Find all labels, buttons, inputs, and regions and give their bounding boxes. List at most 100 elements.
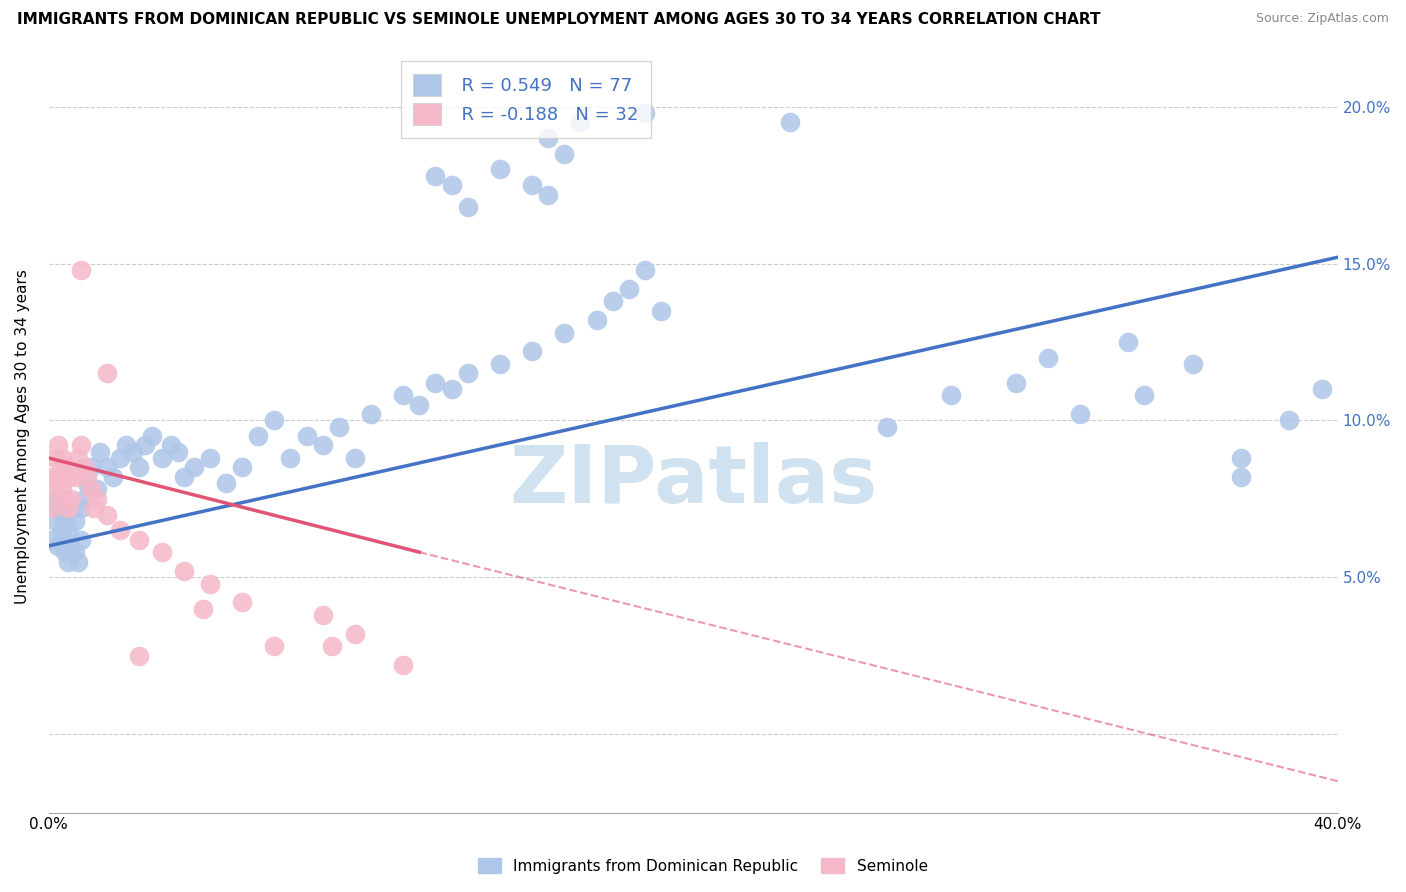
Point	[86, 483, 108, 497]
Point	[489, 357, 512, 371]
Point	[634, 106, 657, 120]
Point	[585, 313, 607, 327]
Point	[63, 514, 86, 528]
Legend:   R = 0.549   N = 77,   R = -0.188   N = 32: R = 0.549 N = 77, R = -0.188 N = 32	[401, 61, 651, 137]
Point	[1310, 382, 1333, 396]
Point	[150, 450, 173, 465]
Text: IMMIGRANTS FROM DOMINICAN REPUBLIC VS SEMINOLE UNEMPLOYMENT AMONG AGES 30 TO 34 : IMMIGRANTS FROM DOMINICAN REPUBLIC VS SE…	[17, 12, 1101, 27]
Point	[328, 419, 350, 434]
Point	[1116, 334, 1139, 349]
Point	[537, 187, 560, 202]
Point	[83, 501, 105, 516]
Point	[1181, 357, 1204, 371]
Point	[520, 344, 543, 359]
Point	[60, 491, 83, 506]
Point	[1036, 351, 1059, 365]
Point	[408, 398, 430, 412]
Point	[121, 444, 143, 458]
Point	[96, 508, 118, 522]
Point	[134, 438, 156, 452]
Point	[73, 460, 96, 475]
Point	[198, 576, 221, 591]
Point	[1230, 450, 1253, 465]
Point	[79, 460, 101, 475]
Point	[617, 282, 640, 296]
Point	[103, 470, 125, 484]
Point	[166, 444, 188, 458]
Point	[56, 470, 79, 484]
Point	[44, 491, 66, 506]
Point	[193, 601, 215, 615]
Point	[56, 523, 79, 537]
Point	[128, 460, 150, 475]
Point	[1230, 470, 1253, 484]
Point	[876, 419, 898, 434]
Point	[553, 326, 575, 340]
Point	[553, 146, 575, 161]
Point	[160, 438, 183, 452]
Point	[70, 438, 93, 452]
Point	[66, 555, 89, 569]
Point	[1069, 407, 1091, 421]
Point	[51, 483, 73, 497]
Point	[108, 450, 131, 465]
Point	[70, 501, 93, 516]
Point	[76, 470, 98, 484]
Text: Source: ZipAtlas.com: Source: ZipAtlas.com	[1256, 12, 1389, 25]
Point	[128, 533, 150, 547]
Point	[41, 533, 63, 547]
Point	[247, 429, 270, 443]
Point	[321, 640, 343, 654]
Point	[263, 413, 285, 427]
Point	[60, 539, 83, 553]
Point	[53, 460, 76, 475]
Point	[295, 429, 318, 443]
Point	[569, 115, 592, 129]
Point	[73, 491, 96, 506]
Point	[650, 303, 672, 318]
Point	[89, 444, 111, 458]
Point	[86, 491, 108, 506]
Point	[392, 388, 415, 402]
Point	[44, 450, 66, 465]
Point	[489, 162, 512, 177]
Point	[173, 470, 195, 484]
Point	[602, 294, 624, 309]
Point	[108, 523, 131, 537]
Point	[360, 407, 382, 421]
Point	[70, 262, 93, 277]
Point	[76, 476, 98, 491]
Point	[150, 545, 173, 559]
Point	[425, 169, 447, 183]
Point	[51, 508, 73, 522]
Point	[457, 200, 479, 214]
Point	[537, 131, 560, 145]
Point	[96, 460, 118, 475]
Text: ZIPatlas: ZIPatlas	[509, 442, 877, 520]
Point	[48, 501, 70, 516]
Point	[1278, 413, 1301, 427]
Point	[311, 438, 333, 452]
Y-axis label: Unemployment Among Ages 30 to 34 years: Unemployment Among Ages 30 to 34 years	[15, 268, 30, 604]
Point	[66, 450, 89, 465]
Point	[173, 564, 195, 578]
Point	[53, 491, 76, 506]
Point	[634, 262, 657, 277]
Point	[457, 367, 479, 381]
Point	[70, 533, 93, 547]
Point	[56, 555, 79, 569]
Point	[128, 648, 150, 663]
Point	[231, 595, 253, 609]
Point	[280, 450, 302, 465]
Point	[520, 178, 543, 192]
Point	[41, 501, 63, 516]
Point	[343, 450, 366, 465]
Point	[63, 545, 86, 559]
Point	[53, 514, 76, 528]
Point	[343, 626, 366, 640]
Point	[56, 501, 79, 516]
Point	[48, 539, 70, 553]
Point	[44, 514, 66, 528]
Point	[41, 470, 63, 484]
Point	[198, 450, 221, 465]
